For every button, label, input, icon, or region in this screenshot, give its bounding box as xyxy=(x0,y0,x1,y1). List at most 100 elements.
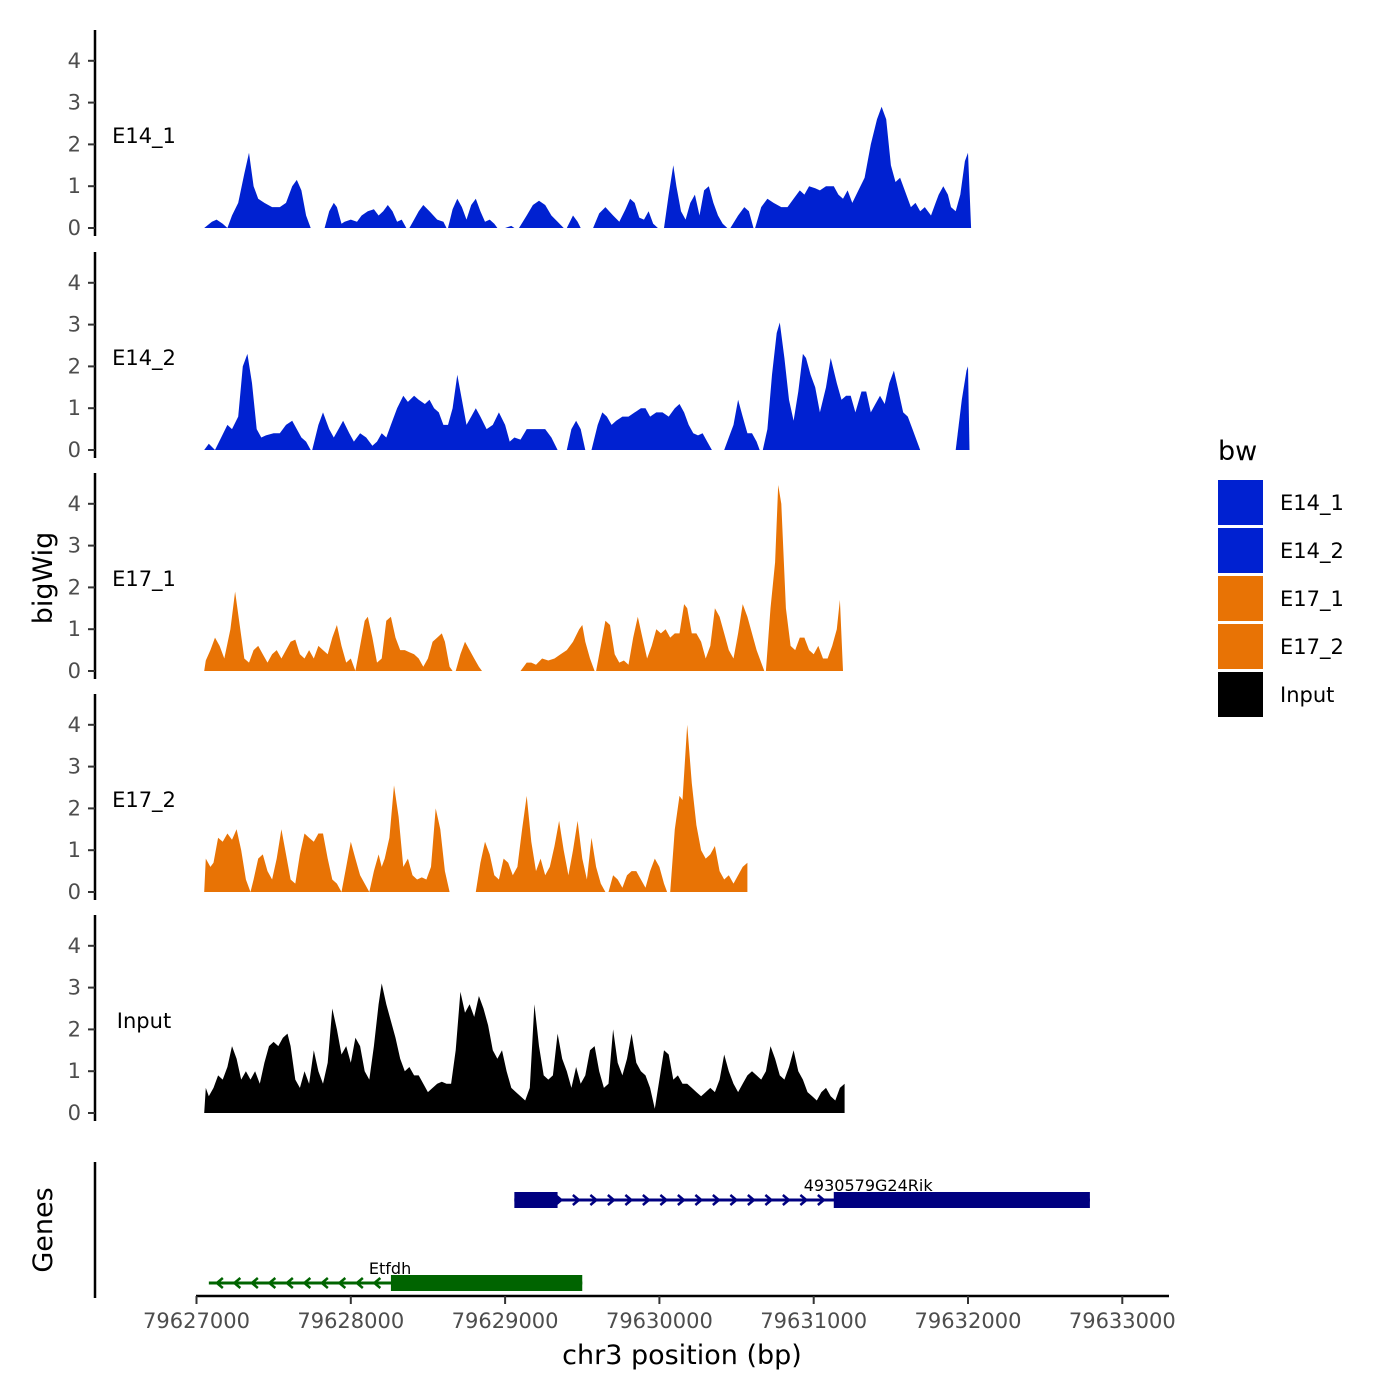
strand-arrow xyxy=(232,1277,242,1289)
signal-area xyxy=(755,106,972,228)
genes-axis-title: Genes xyxy=(28,1187,59,1272)
y-tick-label: 2 xyxy=(68,575,81,599)
strand-arrow xyxy=(712,1194,721,1206)
strand-arrow xyxy=(782,1194,791,1206)
track-e17-1: 0 1 2 3 4 E17_1 xyxy=(68,473,843,683)
strand-arrow xyxy=(799,1194,809,1206)
x-tick-label: 79631000 xyxy=(760,1309,867,1333)
gene-exon xyxy=(390,1275,583,1291)
y-tick-label: 1 xyxy=(68,617,81,641)
legend-swatch xyxy=(1218,624,1263,669)
x-tick-label: 79629000 xyxy=(452,1309,559,1333)
y-tick-label: 2 xyxy=(68,1017,81,1041)
strand-arrow xyxy=(372,1277,382,1289)
gene-model-etfdh: Etfdh xyxy=(208,1259,583,1291)
strand-arrow xyxy=(267,1277,277,1289)
signal-area xyxy=(448,198,498,228)
y-tick-label: 4 xyxy=(68,934,81,958)
y-tick-label: 4 xyxy=(68,49,81,73)
signal-area xyxy=(596,604,765,671)
y-tick-label: 0 xyxy=(68,659,81,683)
strand-arrow xyxy=(284,1277,294,1289)
legend-label: E14_2 xyxy=(1280,539,1344,564)
y-tick-label: 1 xyxy=(68,174,81,198)
signal-area xyxy=(409,205,447,228)
y-tick-label: 2 xyxy=(68,354,81,378)
signal-area xyxy=(591,404,712,450)
signal-area xyxy=(762,322,921,450)
legend-label: E17_1 xyxy=(1280,587,1344,612)
legend-label: E17_2 xyxy=(1280,635,1344,660)
signal-area xyxy=(593,198,658,228)
strand-arrow xyxy=(302,1277,312,1289)
track-label: E14_2 xyxy=(112,346,176,371)
signal-area xyxy=(724,399,760,450)
strand-arrow xyxy=(659,1194,669,1206)
strand-arrow xyxy=(747,1194,756,1206)
y-tick-label: 0 xyxy=(68,438,81,462)
y-tick-label: 0 xyxy=(68,1101,81,1125)
strand-arrow xyxy=(817,1194,826,1206)
strand-arrow xyxy=(607,1194,616,1206)
signal-area xyxy=(324,202,407,228)
strand-arrow xyxy=(354,1277,364,1289)
gene-panel: 4930579G24Rik Etfdh xyxy=(93,1162,1090,1298)
legend-swatch xyxy=(1218,576,1263,621)
y-tick-label: 3 xyxy=(68,91,81,115)
x-tick-label: 79627000 xyxy=(143,1309,250,1333)
legend-label: Input xyxy=(1280,683,1334,707)
legend-title: bw xyxy=(1218,436,1257,467)
legend-swatch xyxy=(1218,528,1263,573)
x-tick-label: 79633000 xyxy=(1069,1309,1176,1333)
gene-label: Etfdh xyxy=(369,1259,411,1278)
track-input: 0 1 2 3 4 Input xyxy=(68,915,845,1125)
track-label: E17_2 xyxy=(112,788,176,813)
signal-area xyxy=(608,858,668,892)
gene-model-4930579g24rik: 4930579G24Rik xyxy=(514,1176,1090,1208)
x-axis-title: chr3 position (bp) xyxy=(562,1340,802,1371)
y-tick-label: 3 xyxy=(68,313,81,337)
track-label: E14_1 xyxy=(112,124,176,149)
y-tick-label: 1 xyxy=(68,838,81,862)
y-tick-label: 3 xyxy=(68,755,81,779)
track-label: Input xyxy=(117,1009,171,1033)
x-tick-label: 79630000 xyxy=(606,1309,713,1333)
strand-arrow xyxy=(694,1194,704,1206)
signal-area xyxy=(519,200,564,228)
y-axis-title: bigWig xyxy=(28,532,59,625)
y-tick-label: 1 xyxy=(68,1059,81,1083)
legend: bw E14_1 E14_2 E17_1 E17_2 Input xyxy=(1218,436,1344,717)
gene-exon xyxy=(514,1192,558,1208)
signal-area xyxy=(204,591,453,671)
y-tick-label: 1 xyxy=(68,396,81,420)
signal-area xyxy=(566,420,586,450)
track-e14-2: 0 1 2 3 4 E14_2 xyxy=(68,252,970,462)
strand-arrow xyxy=(677,1194,686,1206)
strand-arrow xyxy=(729,1194,739,1206)
legend-label: E14_1 xyxy=(1280,491,1344,516)
strand-arrow xyxy=(764,1194,774,1206)
signal-area xyxy=(312,374,558,450)
y-tick-label: 3 xyxy=(68,534,81,558)
strand-arrow xyxy=(214,1277,224,1289)
y-tick-label: 2 xyxy=(68,796,81,820)
signal-area xyxy=(670,724,748,892)
signal-area xyxy=(730,207,754,228)
strand-arrow xyxy=(572,1194,581,1206)
signal-area xyxy=(765,485,843,671)
x-tick-label: 79628000 xyxy=(297,1309,404,1333)
track-e17-2: 0 1 2 3 4 E17_2 xyxy=(68,694,748,904)
y-tick-label: 0 xyxy=(68,880,81,904)
signal-area xyxy=(566,215,581,228)
gene-exon xyxy=(833,1192,1090,1208)
x-axis: 79627000 79628000 79629000 79630000 79631000… xyxy=(143,1294,1176,1333)
strand-arrow xyxy=(642,1194,651,1206)
track-e14-1: 0 1 2 3 4 E14_1 xyxy=(68,30,972,240)
signal-area xyxy=(955,366,970,450)
legend-swatch xyxy=(1218,672,1263,717)
strand-arrow xyxy=(319,1277,329,1289)
y-tick-label: 4 xyxy=(68,271,81,295)
signal-area xyxy=(664,165,728,228)
signal-area xyxy=(204,983,845,1113)
